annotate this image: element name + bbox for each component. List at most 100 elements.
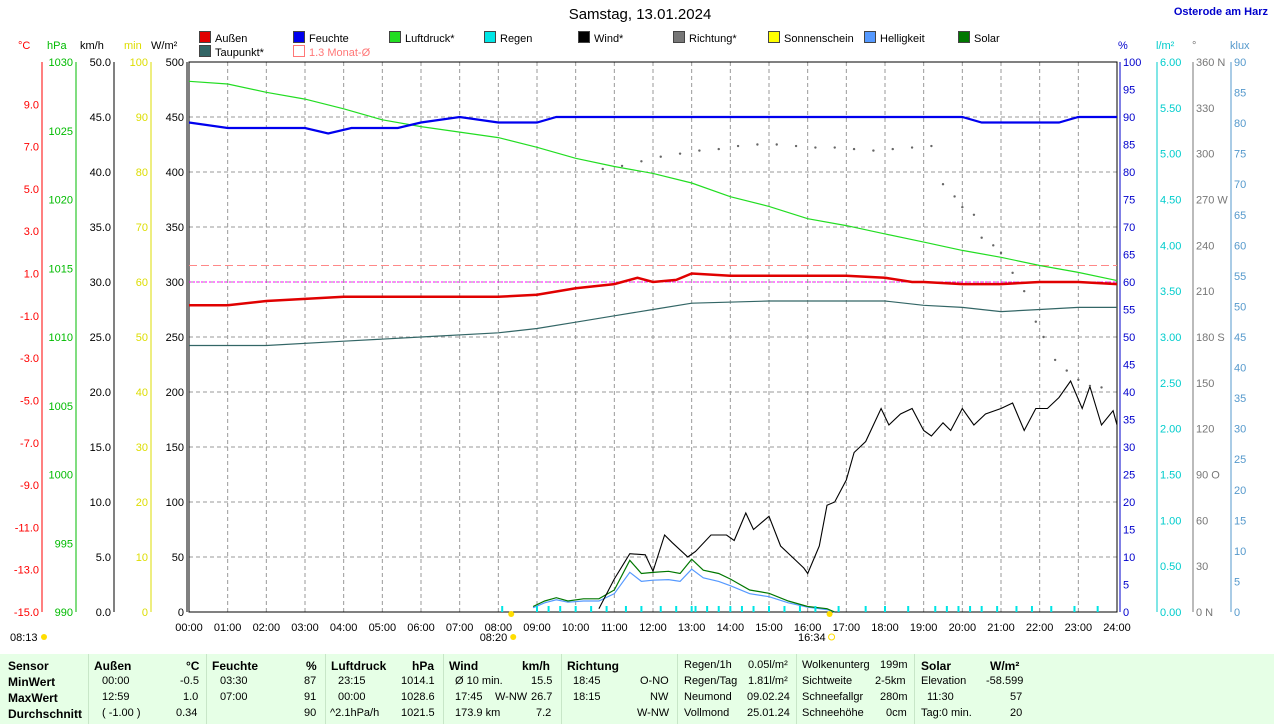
tick-label-hpa: 1005 bbox=[49, 401, 73, 413]
series-mark-regen bbox=[547, 606, 550, 612]
series-mark-regen bbox=[884, 606, 886, 612]
series-line-feuchte bbox=[188, 115, 1117, 135]
tick-label-temp: 3.0 bbox=[24, 226, 39, 238]
tick-label-pct: 35 bbox=[1123, 415, 1135, 427]
series-point-richtung bbox=[659, 155, 662, 158]
stats-row-label: MinWert bbox=[8, 675, 56, 689]
stats-cell: 15.5 bbox=[531, 675, 553, 687]
tick-label-min: 30 bbox=[136, 442, 148, 454]
stats-header-wind-unit: km/h bbox=[522, 659, 551, 673]
tick-label-min: 100 bbox=[130, 57, 148, 69]
series-line-helligkeit bbox=[532, 568, 835, 613]
legend-item-sonnenschein: Sonnenschein bbox=[768, 31, 854, 45]
tick-label-kmh: 5.0 bbox=[96, 552, 111, 564]
series-point-richtung bbox=[620, 164, 624, 168]
stats-solar-value: 20 bbox=[1010, 707, 1023, 719]
legend-item-richtung: Richtung* bbox=[673, 31, 737, 45]
tick-label-pct: 60 bbox=[1123, 277, 1135, 289]
stats-solar-key: Elevation bbox=[921, 675, 967, 687]
series-point-richtung bbox=[930, 144, 933, 148]
tick-label-klux: 60 bbox=[1234, 240, 1246, 252]
tick-label-klux: 90 bbox=[1234, 57, 1246, 69]
tick-label-rain: 1.00 bbox=[1160, 515, 1181, 527]
x-tick-label: 23:00 bbox=[1065, 622, 1093, 634]
legend-swatch-sonnenschein bbox=[768, 31, 780, 43]
location-label: Osterode am Harz bbox=[1173, 6, 1268, 18]
stats-wolken-value: 280m bbox=[880, 691, 908, 703]
series-mark-regen bbox=[1073, 606, 1076, 612]
stats-regen-key: Regen/Tag bbox=[684, 675, 738, 687]
tick-label-klux: 80 bbox=[1234, 118, 1246, 130]
tick-label-kmh: 25.0 bbox=[90, 332, 111, 344]
legend-item-aussen: Außen bbox=[199, 31, 247, 45]
tick-label-kmh: 40.0 bbox=[90, 167, 111, 179]
legend-item-luftdruck: Luftdruck* bbox=[389, 31, 455, 45]
x-tick-label: 15:00 bbox=[755, 622, 783, 634]
tick-label-temp: 5.0 bbox=[24, 184, 39, 196]
stats-cell: W-NW bbox=[637, 707, 670, 719]
stats-regen-key: Vollmond bbox=[684, 707, 730, 719]
stats-wolken-key: Sichtweite bbox=[802, 675, 853, 687]
stats-cell: 0.34 bbox=[176, 707, 198, 719]
series-mark-regen bbox=[1050, 606, 1053, 612]
tick-label-temp: -1.0 bbox=[20, 311, 39, 323]
tick-label-temp: -9.0 bbox=[20, 480, 39, 492]
tick-label-rain: 0.00 bbox=[1160, 607, 1181, 619]
tick-label-deg: 300 bbox=[1196, 149, 1214, 161]
series-mark-regen bbox=[740, 606, 743, 612]
stats-regen-value: 25.01.24 bbox=[747, 707, 790, 719]
stats-wolken-value: 0cm bbox=[886, 707, 907, 719]
series-point-richtung bbox=[678, 152, 682, 155]
tick-label-hpa: 1020 bbox=[49, 195, 73, 207]
series-point-richtung bbox=[794, 144, 798, 148]
stats-cell: 87 bbox=[304, 675, 317, 687]
stats-cell: 1028.6 bbox=[401, 691, 435, 703]
tick-label-pct: 85 bbox=[1123, 140, 1135, 152]
tick-label-hpa: 1030 bbox=[49, 57, 73, 69]
stats-header-feuchte-unit: % bbox=[306, 659, 317, 673]
moon-icon bbox=[828, 633, 836, 641]
series-line-taupunkt bbox=[189, 300, 1117, 347]
tick-label-klux: 55 bbox=[1234, 271, 1246, 283]
stats-panel: Sensor Außen °C Feuchte % Luftdruck hPa … bbox=[0, 654, 1274, 724]
tick-label-klux: 10 bbox=[1234, 546, 1246, 558]
tick-label-klux: 85 bbox=[1234, 88, 1246, 100]
series-mark-regen bbox=[501, 606, 504, 612]
legend-swatch-solar bbox=[958, 31, 970, 43]
series-line-luftdruck bbox=[188, 80, 1118, 282]
tick-label-deg: 270 W bbox=[1196, 195, 1228, 207]
tick-label-wm2: 100 bbox=[166, 497, 184, 509]
tick-label-deg: 240 bbox=[1196, 240, 1214, 252]
legend-swatch-richtung bbox=[673, 31, 685, 43]
legend-item-feuchte: Feuchte bbox=[293, 31, 349, 45]
tick-label-klux: 30 bbox=[1234, 424, 1246, 436]
tick-label-pct: 100 bbox=[1123, 57, 1141, 69]
legend-item-helligkeit: Helligkeit bbox=[864, 31, 925, 45]
legend-swatch-feuchte bbox=[293, 31, 305, 43]
series-line-aussen bbox=[189, 272, 1118, 307]
x-tick-label: 13:00 bbox=[678, 622, 706, 634]
x-tick-label: 00:00 bbox=[175, 622, 203, 634]
series-mark-regen bbox=[752, 606, 755, 612]
stats-solar-header: Solar bbox=[921, 659, 952, 673]
tick-label-rain: 6.00 bbox=[1160, 57, 1181, 69]
legend-swatch-taupunkt bbox=[199, 45, 211, 57]
stats-wolken-key: Schneehöhe bbox=[802, 707, 864, 719]
series-mark-regen bbox=[783, 606, 786, 612]
tick-label-wm2: 0 bbox=[178, 607, 184, 619]
stats-cell: W-NW bbox=[495, 691, 528, 703]
stats-cell: 173.9 km bbox=[455, 707, 501, 719]
stats-cell: 91 bbox=[304, 691, 317, 703]
tick-label-temp: 7.0 bbox=[24, 142, 39, 154]
tick-label-wm2: 500 bbox=[166, 57, 184, 69]
tick-label-rain: 5.50 bbox=[1160, 103, 1181, 115]
legend-swatch-regen bbox=[484, 31, 496, 43]
tick-label-temp: 1.0 bbox=[24, 269, 39, 281]
series-point-richtung bbox=[999, 251, 1003, 255]
x-tick-label: 03:00 bbox=[291, 622, 319, 634]
stats-header-luftdruck-unit: hPa bbox=[412, 659, 435, 673]
tick-label-hpa: 1015 bbox=[49, 263, 73, 275]
tick-label-deg: 180 S bbox=[1196, 332, 1225, 344]
tick-label-temp: -3.0 bbox=[20, 353, 39, 365]
tick-label-deg: 360 N bbox=[1196, 57, 1225, 69]
